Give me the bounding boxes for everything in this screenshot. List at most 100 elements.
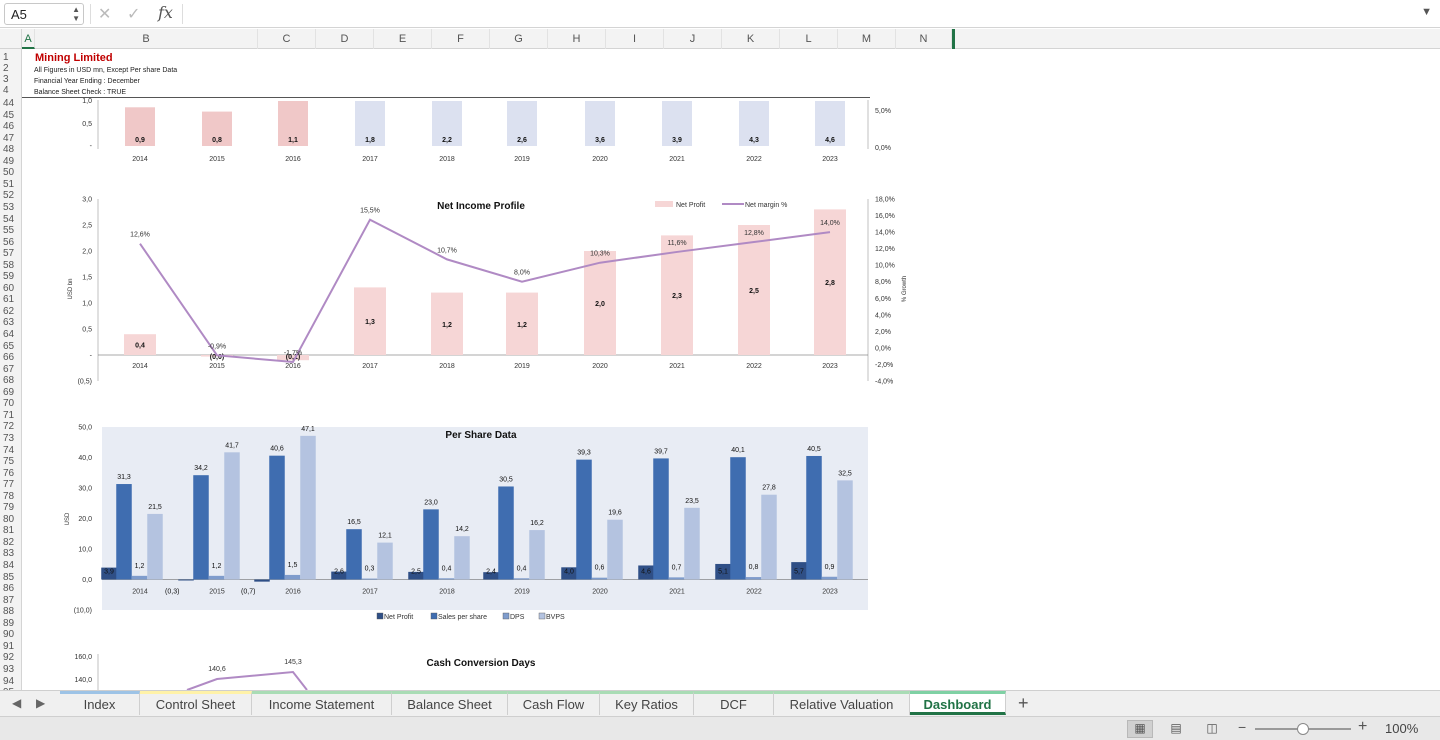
row-header-77[interactable]: 77 bbox=[3, 479, 15, 491]
row-header-3[interactable]: 3 bbox=[3, 74, 9, 85]
column-header-m[interactable]: M bbox=[838, 29, 896, 49]
formula-input[interactable] bbox=[190, 6, 1410, 22]
row-header-58[interactable]: 58 bbox=[3, 259, 15, 271]
row-header-65[interactable]: 65 bbox=[3, 340, 15, 352]
row-header-60[interactable]: 60 bbox=[3, 282, 15, 294]
row-header-68[interactable]: 68 bbox=[3, 375, 15, 387]
row-header-73[interactable]: 73 bbox=[3, 432, 15, 444]
row-header-88[interactable]: 88 bbox=[3, 606, 15, 618]
column-header-i[interactable]: I bbox=[606, 29, 664, 49]
row-header-55[interactable]: 55 bbox=[3, 225, 15, 237]
page-break-view-icon[interactable]: ◫ bbox=[1206, 721, 1218, 735]
column-header-k[interactable]: K bbox=[722, 29, 780, 49]
row-header-80[interactable]: 80 bbox=[3, 513, 15, 525]
row-header-61[interactable]: 61 bbox=[3, 294, 15, 306]
sheet-tab-income-statement[interactable]: Income Statement bbox=[252, 691, 392, 715]
sheet-tab-relative-valuation[interactable]: Relative Valuation bbox=[774, 691, 910, 715]
row-header-71[interactable]: 71 bbox=[3, 409, 15, 421]
row-header-85[interactable]: 85 bbox=[3, 571, 15, 583]
sheet-tab-dashboard[interactable]: Dashboard bbox=[910, 691, 1006, 715]
zoom-in-button[interactable]: + bbox=[1358, 718, 1368, 735]
row-header-50[interactable]: 50 bbox=[3, 167, 15, 179]
row-header-82[interactable]: 82 bbox=[3, 536, 15, 548]
row-header-4[interactable]: 4 bbox=[3, 85, 9, 96]
row-header-45[interactable]: 45 bbox=[3, 109, 15, 121]
worksheet-grid[interactable]: Mining Limited All Figures in USD mn, Ex… bbox=[22, 49, 1440, 690]
row-header-76[interactable]: 76 bbox=[3, 467, 15, 479]
cancel-icon[interactable]: ✕ bbox=[98, 6, 112, 23]
row-header-75[interactable]: 75 bbox=[3, 456, 15, 468]
previous-sheet-icon[interactable]: ◀ bbox=[12, 696, 22, 710]
row-header-56[interactable]: 56 bbox=[3, 236, 15, 248]
name-box[interactable]: A5 ▲ ▼ bbox=[4, 3, 84, 25]
row-header-94[interactable]: 94 bbox=[3, 675, 15, 687]
row-header-74[interactable]: 74 bbox=[3, 444, 15, 456]
chart2-line-label: 10,3% bbox=[590, 251, 610, 258]
column-header-l[interactable]: L bbox=[780, 29, 838, 49]
column-header-n[interactable]: N bbox=[896, 29, 952, 49]
row-header-90[interactable]: 90 bbox=[3, 629, 15, 641]
row-header-89[interactable]: 89 bbox=[3, 617, 15, 629]
sheet-tab-dcf[interactable]: DCF bbox=[694, 691, 774, 715]
chart2-y2-tick: 10,0% bbox=[875, 263, 895, 270]
row-header-51[interactable]: 51 bbox=[3, 178, 15, 190]
zoom-out-button[interactable]: − bbox=[1238, 719, 1247, 735]
row-header-57[interactable]: 57 bbox=[3, 248, 15, 260]
row-header-53[interactable]: 53 bbox=[3, 201, 15, 213]
sheet-tab-control-sheet[interactable]: Control Sheet bbox=[140, 691, 252, 715]
select-all-corner[interactable] bbox=[0, 29, 22, 49]
row-header-64[interactable]: 64 bbox=[3, 329, 15, 340]
add-sheet-button[interactable]: + bbox=[1018, 693, 1029, 713]
row-header-69[interactable]: 69 bbox=[3, 386, 15, 398]
row-header-44[interactable]: 44 bbox=[3, 98, 15, 109]
name-box-stepper-icon[interactable]: ▲ ▼ bbox=[72, 5, 80, 23]
column-header-g[interactable]: G bbox=[490, 29, 548, 49]
column-header-f[interactable]: F bbox=[432, 29, 490, 49]
row-header-66[interactable]: 66 bbox=[3, 352, 15, 364]
sheet-tab-key-ratios[interactable]: Key Ratios bbox=[600, 691, 694, 715]
confirm-icon[interactable]: ✓ bbox=[127, 6, 141, 23]
row-header-2[interactable]: 2 bbox=[3, 63, 9, 74]
row-header-93[interactable]: 93 bbox=[3, 663, 15, 675]
row-header-86[interactable]: 86 bbox=[3, 583, 15, 595]
row-header-81[interactable]: 81 bbox=[3, 525, 15, 537]
normal-view-icon[interactable]: ▦ bbox=[1127, 720, 1153, 738]
column-header-a[interactable]: A bbox=[22, 29, 35, 49]
insert-function-icon[interactable]: fx bbox=[158, 3, 173, 22]
column-header-e[interactable]: E bbox=[374, 29, 432, 49]
next-sheet-icon[interactable]: ▶ bbox=[36, 696, 46, 710]
row-header-78[interactable]: 78 bbox=[3, 490, 15, 502]
row-header-91[interactable]: 91 bbox=[3, 640, 15, 652]
row-header-47[interactable]: 47 bbox=[3, 132, 15, 144]
zoom-slider-thumb[interactable] bbox=[1297, 723, 1309, 735]
row-header-70[interactable]: 70 bbox=[3, 398, 15, 410]
row-header-83[interactable]: 83 bbox=[3, 548, 15, 560]
column-header-h[interactable]: H bbox=[548, 29, 606, 49]
row-header-59[interactable]: 59 bbox=[3, 271, 15, 283]
row-header-72[interactable]: 72 bbox=[3, 421, 15, 433]
page-layout-view-icon[interactable]: ▤ bbox=[1170, 721, 1182, 735]
sheet-tab-cash-flow[interactable]: Cash Flow bbox=[508, 691, 600, 715]
expand-formula-bar-icon[interactable]: ▼ bbox=[1421, 6, 1432, 18]
row-header-63[interactable]: 63 bbox=[3, 317, 15, 329]
row-header-49[interactable]: 49 bbox=[3, 155, 15, 167]
row-header-48[interactable]: 48 bbox=[3, 144, 15, 156]
row-header-62[interactable]: 62 bbox=[3, 305, 15, 317]
sheet-tab-index[interactable]: Index bbox=[60, 691, 140, 715]
row-header-84[interactable]: 84 bbox=[3, 560, 15, 571]
column-header-b[interactable]: B bbox=[35, 29, 258, 49]
column-header-c[interactable]: C bbox=[258, 29, 316, 49]
row-header-87[interactable]: 87 bbox=[3, 594, 15, 606]
row-header-52[interactable]: 52 bbox=[3, 190, 15, 202]
row-header-95[interactable]: 95 bbox=[0, 688, 21, 690]
row-header-54[interactable]: 54 bbox=[3, 213, 15, 225]
chart1-data-label: 2,6 bbox=[517, 137, 527, 144]
column-header-d[interactable]: D bbox=[316, 29, 374, 49]
sheet-tab-balance-sheet[interactable]: Balance Sheet bbox=[392, 691, 508, 715]
row-header-67[interactable]: 67 bbox=[3, 363, 15, 375]
row-header-79[interactable]: 79 bbox=[3, 502, 15, 514]
column-header-j[interactable]: J bbox=[664, 29, 722, 49]
row-header-46[interactable]: 46 bbox=[3, 121, 15, 133]
row-header-92[interactable]: 92 bbox=[3, 652, 15, 664]
row-header-1[interactable]: 1 bbox=[3, 52, 9, 63]
